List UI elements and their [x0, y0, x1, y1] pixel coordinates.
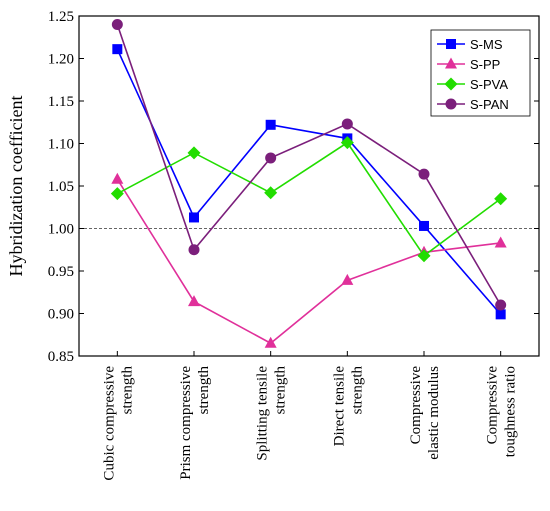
- y-axis-title: Hybridization coefficient: [6, 95, 26, 276]
- data-point-s-pp: [341, 273, 354, 285]
- data-point-s-ms: [189, 212, 199, 223]
- data-point-s-pp: [111, 172, 124, 184]
- data-point-s-ms: [419, 220, 429, 231]
- data-point-s-pp: [264, 336, 277, 348]
- legend-label: S-PVA: [470, 77, 508, 92]
- y-tick-label: 0.95: [48, 264, 74, 280]
- x-ticks: Cubic compressive strength Prism compressi…: [101, 351, 519, 481]
- x-tick-label-line: elastic modulus: [426, 366, 442, 460]
- legend-label: S-PP: [470, 57, 500, 72]
- series-line-s-pan: [116, 24, 502, 306]
- x-tick-label: Compressive elastic modulus: [408, 366, 442, 460]
- legend-marker: [445, 98, 457, 110]
- x-tick-label-line: Cubic compressive: [101, 366, 117, 481]
- series-line-s-ms: [116, 48, 502, 315]
- x-tick-label: Splitting tensile strength: [255, 366, 289, 461]
- legend-marker: [444, 77, 458, 91]
- y-tick-label: 1.05: [48, 179, 74, 195]
- y-tick-label: 0.85: [48, 349, 74, 365]
- data-point-s-pp: [188, 295, 200, 307]
- legend-marker: [446, 39, 456, 49]
- data-point-s-pan: [111, 19, 123, 30]
- data-point-s-ms: [112, 44, 123, 55]
- x-tick-label: Direct tensile strength: [331, 366, 365, 447]
- x-tick-label-line: toughness ratio: [503, 366, 519, 457]
- series-markers: [110, 19, 508, 348]
- data-point-s-pan: [265, 152, 277, 164]
- data-point-s-pva: [264, 186, 278, 200]
- data-point-s-pan: [188, 244, 200, 256]
- data-point-s-pva: [187, 146, 201, 160]
- data-point-s-pva: [417, 249, 431, 263]
- data-point-s-ms: [495, 309, 506, 320]
- legend-label: S-MS: [470, 37, 503, 52]
- x-tick-label-line: Compressive: [485, 366, 501, 445]
- y-tick-label: 0.90: [48, 307, 74, 323]
- data-point-s-pp: [494, 236, 507, 248]
- x-tick-label-line: Compressive: [408, 366, 424, 445]
- legend: S-MS S-PP S-PVA S-PAN: [430, 29, 531, 117]
- y-tick-label: 1.25: [48, 9, 74, 25]
- y-tick-label: 1.10: [48, 137, 74, 153]
- data-point-s-pva: [340, 136, 354, 150]
- data-point-s-pva: [494, 192, 508, 206]
- data-point-s-pan: [495, 299, 507, 311]
- series-line-s-pp: [116, 178, 501, 345]
- legend-label: S-PAN: [470, 97, 509, 112]
- legend-marker: [445, 57, 457, 69]
- x-tick-label: Prism compressive strength: [178, 366, 212, 480]
- x-tick-label-line: Direct tensile: [331, 366, 347, 447]
- data-point-s-pan: [418, 168, 430, 180]
- x-tick-label-line: strength: [273, 366, 289, 415]
- data-point-s-pva: [110, 187, 124, 201]
- x-tick-label: Cubic compressive strength: [101, 366, 135, 481]
- data-point-s-pan: [341, 118, 353, 130]
- x-tick-label-line: Splitting tensile: [255, 366, 271, 461]
- y-ticks: 0.85 0.90 0.95 1.00 1.05 1.10 1.15 1.20 1.25: [48, 9, 539, 365]
- y-tick-label: 1.00: [48, 222, 74, 238]
- series-line-s-pva: [116, 141, 502, 257]
- x-tick-label-line: strength: [119, 366, 135, 415]
- series-lines: [116, 24, 502, 345]
- x-tick-label-line: strength: [349, 366, 365, 415]
- y-tick-label: 1.20: [48, 52, 74, 68]
- y-tick-label: 1.15: [48, 94, 74, 110]
- data-point-s-ms: [265, 119, 276, 130]
- x-tick-label: Compressive toughness ratio: [485, 366, 519, 458]
- x-tick-label-line: strength: [196, 366, 212, 415]
- x-tick-label-line: Prism compressive: [178, 366, 194, 480]
